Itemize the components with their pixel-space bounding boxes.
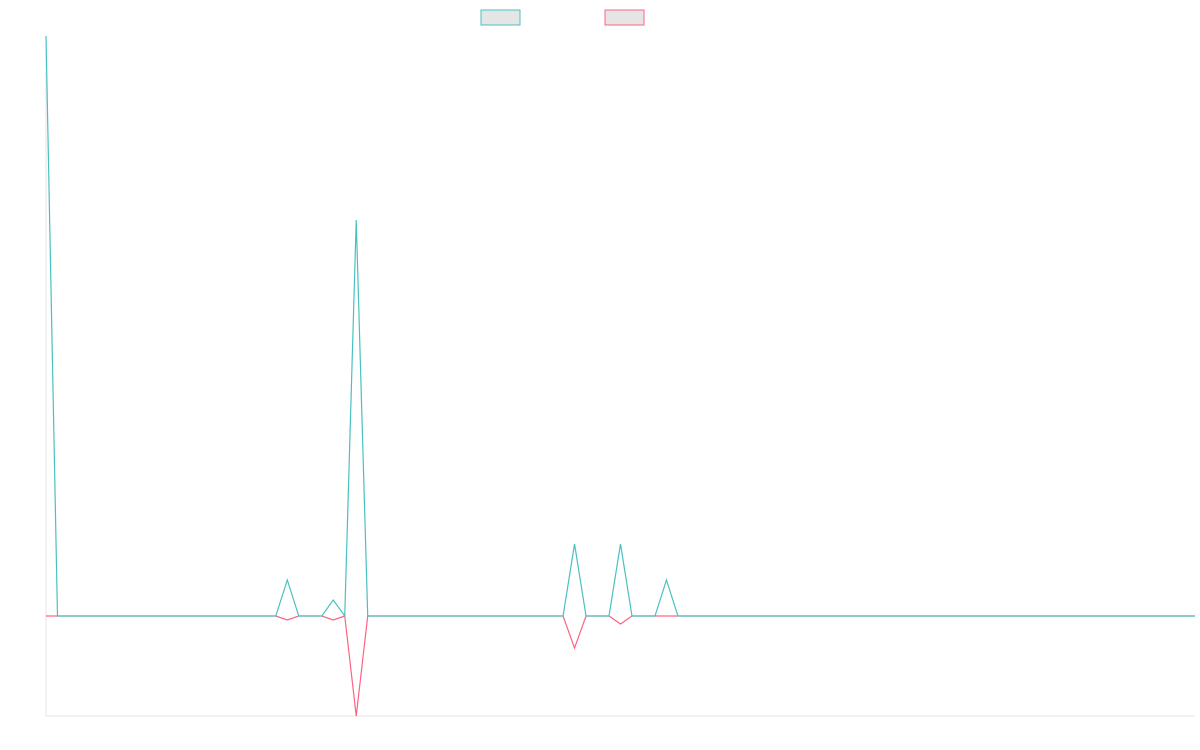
legend-swatch-series-1[interactable] [480, 9, 521, 26]
series-1-line [45, 35, 1195, 618]
legend[interactable] [480, 9, 645, 26]
series-layer [45, 35, 1195, 717]
legend-swatch-series-2[interactable] [604, 9, 645, 26]
axes [45, 36, 1195, 717]
series-2-line [46, 615, 1195, 717]
